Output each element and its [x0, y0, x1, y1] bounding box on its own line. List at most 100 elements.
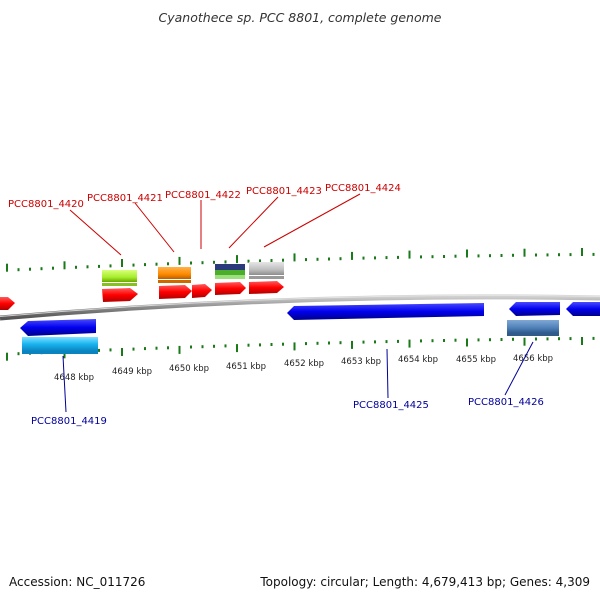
gene-label-4423[interactable]: PCC8801_4423: [246, 186, 322, 197]
major-tick: [178, 256, 181, 265]
gene-arrow-forward-4423[interactable]: [215, 282, 246, 295]
minor-tick: [213, 344, 215, 348]
major-tick: [121, 348, 123, 356]
major-tick: [178, 345, 181, 354]
minor-tick: [431, 255, 434, 259]
feature-box-orange[interactable]: [158, 267, 191, 279]
gene-label-4424[interactable]: PCC8801_4424: [325, 183, 401, 194]
leader-line: [263, 193, 361, 248]
minor-tick: [201, 261, 204, 265]
feature-box-grey[interactable]: [249, 262, 284, 275]
gene-arrow-reverse-4426[interactable]: [509, 302, 560, 316]
minor-tick: [305, 258, 307, 262]
feature-box-steelblue[interactable]: [507, 320, 559, 333]
minor-tick: [339, 341, 342, 345]
major-tick: [408, 339, 411, 348]
minor-tick: [328, 341, 330, 345]
minor-tick: [443, 255, 445, 258]
gene-label-4420[interactable]: PCC8801_4420: [8, 199, 84, 210]
minor-tick: [431, 339, 434, 343]
major-tick: [523, 337, 526, 346]
minor-tick: [489, 254, 491, 258]
minor-tick: [397, 339, 399, 343]
scale-label: 4655 kbp: [456, 355, 496, 365]
minor-tick: [535, 253, 537, 257]
minor-tick: [362, 340, 365, 344]
feature-box-lightgreen[interactable]: [215, 275, 245, 279]
leader-line: [228, 196, 279, 249]
minor-tick: [374, 256, 376, 260]
minor-tick: [477, 254, 480, 258]
minor-tick: [132, 263, 135, 267]
gene-arrow-forward-4420[interactable]: [102, 288, 138, 302]
minor-tick: [144, 347, 146, 351]
minor-tick: [454, 254, 457, 258]
gene-arrow-forward-4421[interactable]: [159, 285, 192, 299]
gene-label-4419[interactable]: PCC8801_4419: [31, 416, 107, 427]
major-tick: [466, 338, 468, 347]
minor-tick: [569, 337, 572, 341]
leader-line: [504, 341, 534, 396]
minor-tick: [167, 346, 169, 350]
minor-tick: [316, 257, 319, 261]
gene-arrow-forward-4422[interactable]: [192, 284, 212, 298]
minor-tick: [328, 257, 330, 261]
major-tick: [581, 248, 583, 256]
minor-tick: [190, 261, 192, 265]
scale-label: 4649 kbp: [112, 367, 152, 377]
feature-box-navy[interactable]: [215, 264, 245, 270]
feature-box-orange-underline: [158, 280, 191, 283]
gene-arrow-forward-4424[interactable]: [249, 281, 284, 294]
feature-box-cyan[interactable]: [22, 337, 98, 351]
minor-tick: [592, 252, 595, 256]
minor-tick: [362, 256, 365, 260]
gene-label-4425[interactable]: PCC8801_4425: [353, 400, 429, 411]
minor-tick: [270, 259, 273, 262]
gene-arrow-reverse-4419[interactable]: [20, 319, 96, 336]
leader-line: [134, 202, 175, 253]
minor-tick: [512, 337, 514, 341]
minor-tick: [500, 254, 503, 257]
minor-tick: [247, 259, 250, 263]
major-tick: [293, 342, 296, 351]
minor-tick: [190, 345, 192, 349]
feature-box-green[interactable]: [215, 270, 245, 275]
major-tick: [581, 337, 583, 345]
minor-tick: [305, 342, 307, 346]
scale-labels: 4648 kbp 4649 kbp 4650 kbp 4651 kbp 4652…: [54, 354, 553, 383]
minor-tick: [29, 267, 31, 271]
major-tick: [466, 249, 468, 258]
gene-label-4421[interactable]: PCC8801_4421: [87, 193, 163, 204]
minor-tick: [546, 337, 549, 341]
gene-arrow-reverse-4425[interactable]: [287, 303, 484, 320]
major-tick: [6, 352, 8, 361]
feature-box-lime[interactable]: [102, 270, 137, 282]
leader-line: [62, 355, 67, 413]
minor-tick: [224, 344, 227, 348]
minor-tick: [477, 338, 480, 342]
minor-tick: [201, 345, 204, 349]
minor-tick: [167, 262, 169, 266]
minor-tick: [443, 339, 445, 342]
minor-tick: [558, 253, 560, 257]
minor-tick: [316, 341, 319, 345]
minor-tick: [546, 253, 549, 257]
minor-tick: [109, 264, 112, 268]
leader-line: [386, 348, 389, 399]
gene-label-4426[interactable]: PCC8801_4426: [468, 397, 544, 408]
scale-label: 4651 kbp: [226, 362, 266, 372]
gene-arrow-forward[interactable]: [0, 297, 15, 310]
minor-tick: [282, 342, 284, 346]
minor-tick: [385, 256, 388, 260]
gene-arrow-reverse-right[interactable]: [566, 302, 600, 316]
minor-tick: [385, 340, 388, 344]
gene-label-4422[interactable]: PCC8801_4422: [165, 190, 241, 201]
minor-tick: [259, 343, 261, 347]
feature-box-grey-underline: [249, 276, 284, 279]
major-tick: [351, 251, 353, 260]
major-tick: [6, 263, 8, 272]
minor-tick: [40, 267, 43, 271]
major-tick: [236, 344, 238, 353]
minor-tick: [282, 258, 284, 262]
